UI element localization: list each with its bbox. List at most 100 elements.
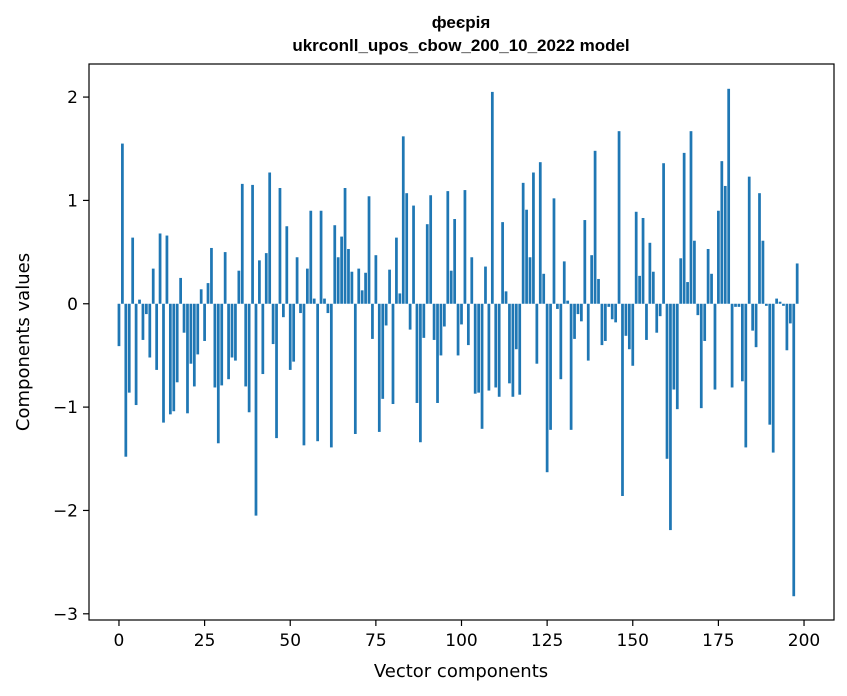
- bar-189: [764, 303, 768, 306]
- bar-133: [573, 303, 576, 339]
- bar-194: [782, 303, 785, 306]
- bar-144: [610, 303, 614, 320]
- bar-23: [196, 303, 200, 355]
- chart-subtitle: ukrconll_upos_cbow_200_10_2022 model: [292, 36, 629, 55]
- bar-147: [621, 303, 624, 496]
- x-tick-label: 150: [617, 631, 649, 651]
- bar-49: [285, 226, 289, 304]
- bar-149: [627, 303, 631, 350]
- bar-series: [117, 88, 799, 597]
- x-tick-label: 100: [445, 631, 477, 651]
- bar-198: [795, 263, 799, 304]
- bar-157: [655, 303, 659, 333]
- bar-108: [487, 303, 491, 391]
- bar-8: [145, 303, 148, 315]
- bar-56: [309, 210, 313, 304]
- bar-174: [713, 303, 717, 390]
- bar-51: [292, 303, 296, 362]
- bar-18: [179, 277, 182, 304]
- bar-190: [768, 303, 772, 425]
- bar-99: [456, 303, 460, 356]
- bar-166: [686, 282, 689, 304]
- x-axis-label: Vector components: [374, 661, 548, 682]
- bar-185: [751, 303, 755, 331]
- y-tick-label: 0: [67, 295, 78, 315]
- bar-181: [737, 303, 741, 307]
- bar-42: [261, 303, 265, 375]
- bar-65: [340, 236, 343, 304]
- bar-27: [210, 247, 213, 304]
- bar-91: [429, 195, 433, 304]
- bar-68: [350, 271, 354, 304]
- bar-88: [419, 303, 422, 443]
- bar-46: [275, 303, 278, 439]
- bar-140: [597, 278, 600, 304]
- bar-84: [405, 193, 409, 304]
- bar-71: [360, 290, 364, 304]
- bar-192: [775, 298, 778, 304]
- plot-frame: [88, 63, 835, 621]
- y-axis-ticks: −3 −2 −1 0 1 2: [53, 88, 89, 625]
- bar-16: [172, 303, 176, 412]
- bar-64: [336, 257, 340, 304]
- bar-105: [477, 303, 480, 393]
- y-axis-label: Components values: [13, 253, 34, 431]
- bar-152: [638, 275, 641, 304]
- bar-3: [127, 303, 131, 393]
- bar-14: [165, 235, 169, 304]
- bar-120: [528, 257, 532, 304]
- bar-111: [497, 303, 501, 397]
- bar-142: [603, 303, 607, 341]
- bar-179: [730, 303, 734, 388]
- bar-165: [682, 152, 686, 304]
- bar-151: [634, 211, 638, 304]
- bar-114: [508, 303, 511, 384]
- bar-38: [247, 303, 251, 413]
- bar-48: [282, 303, 285, 318]
- y-tick-label: −3: [53, 605, 78, 625]
- bar-0: [117, 303, 121, 347]
- bar-54: [302, 303, 306, 446]
- x-tick-label: 200: [788, 631, 820, 651]
- x-tick-label: 50: [279, 631, 301, 651]
- bar-193: [778, 301, 782, 304]
- bar-43: [264, 253, 268, 304]
- chart-title: феєрія: [432, 13, 491, 32]
- bar-17: [175, 303, 179, 383]
- bar-138: [590, 255, 594, 304]
- y-tick-label: 2: [67, 88, 78, 108]
- bar-94: [439, 303, 443, 356]
- bar-19: [182, 303, 186, 333]
- bar-196: [788, 303, 792, 324]
- bar-4: [131, 237, 135, 304]
- bar-176: [720, 161, 724, 304]
- bar-37: [244, 303, 248, 387]
- bar-103: [470, 257, 474, 304]
- bar-173: [710, 273, 713, 304]
- bar-66: [343, 188, 347, 304]
- bar-146: [617, 131, 621, 304]
- bar-93: [436, 303, 439, 403]
- bar-116: [514, 303, 518, 350]
- bar-25: [203, 303, 206, 341]
- bar-139: [593, 150, 597, 304]
- bar-36: [240, 183, 244, 304]
- bar-145: [614, 303, 618, 323]
- bar-21: [189, 303, 193, 364]
- bar-50: [288, 303, 292, 370]
- bar-62: [329, 303, 333, 448]
- bar-131: [566, 300, 570, 304]
- bar-86: [412, 205, 415, 304]
- bar-1: [121, 143, 124, 304]
- bar-63: [333, 225, 337, 304]
- bar-150: [631, 303, 635, 366]
- bar-78: [384, 303, 388, 326]
- bar-175: [717, 210, 720, 304]
- bar-32: [227, 303, 230, 380]
- x-tick-label: 175: [702, 631, 734, 651]
- bar-169: [696, 303, 700, 316]
- bar-134: [576, 303, 580, 315]
- bar-162: [672, 303, 676, 390]
- bar-22: [192, 303, 196, 387]
